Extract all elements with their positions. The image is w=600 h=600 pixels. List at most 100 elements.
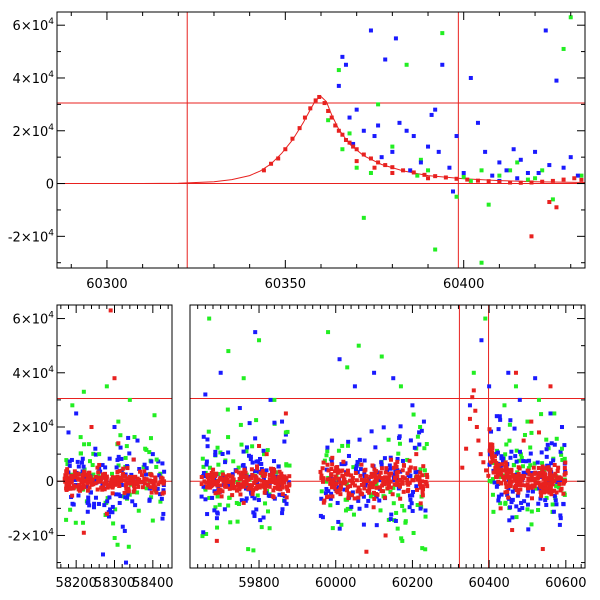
- bottom-season-3-0-point-3: [556, 485, 561, 490]
- bottom-series-0-point-8: [214, 538, 219, 543]
- bottom-season-1-0-point-52: [226, 503, 231, 508]
- bottom-season-0-1-point-102: [79, 460, 84, 465]
- bottom-season-0-1-point-101: [103, 465, 108, 470]
- bottom-season-2-0-point-2: [411, 530, 416, 535]
- bottom-season-2-1-point-1: [407, 493, 412, 498]
- bottom-season-0-2-point-185: [107, 483, 112, 488]
- bottom-season-3-1-point-85: [517, 449, 522, 454]
- bottom-season-0-2-point-102: [122, 478, 127, 483]
- top-series-0-point-22: [376, 160, 381, 165]
- bottom-season-1-1-point-43: [284, 501, 289, 506]
- bottom-season-2-2-point-89: [394, 482, 399, 487]
- top-series-2-point-7: [376, 102, 381, 107]
- bottom-season-3-1-point-80: [519, 500, 524, 505]
- bottom-season-3-0-point-52: [554, 484, 559, 489]
- bottom-series-0-point-23: [476, 438, 481, 443]
- top-series-1-point-46: [515, 176, 520, 181]
- bottom-season-0-2-point-173: [71, 483, 76, 488]
- top-series-0-point-37: [529, 180, 534, 185]
- top-series-0-point-13: [333, 123, 338, 128]
- top-series-2-point-10: [415, 173, 420, 178]
- bottom-season-3-2-point-121: [519, 473, 524, 478]
- top-series-1-point-41: [561, 165, 566, 170]
- bottom-season-2-2-point-2: [424, 481, 429, 486]
- top-ytick-label-3: 4×104: [13, 70, 55, 87]
- top-ytick-label-0: -2×104: [8, 228, 54, 245]
- bottom-season-0-2-point-182: [69, 479, 74, 484]
- bottom-series-1-point-17: [352, 384, 357, 389]
- bottom-season-3-1-point-48: [510, 515, 515, 520]
- bottom-season-2-2-point-36: [329, 472, 334, 477]
- bottom-season-1-1-point-55: [201, 484, 206, 489]
- bottom-season-1-1-point-44: [222, 507, 227, 512]
- bottom-season-3-2-point-74: [546, 467, 551, 472]
- bottom-season-1-1-point-40: [244, 445, 249, 450]
- bottom-season-0-2-point-127: [131, 477, 136, 482]
- bottom-series-0-point-30: [529, 419, 534, 424]
- bottom-season-3-2-point-154: [558, 488, 563, 493]
- bottom-season-2-1-point-89: [374, 523, 379, 528]
- bottom-season-3-1-point-12: [510, 497, 515, 502]
- bottom-season-2-1-point-93: [408, 497, 413, 502]
- bottom-season-3-2-point-193: [542, 482, 547, 487]
- bottom-season-2-2-point-72: [350, 475, 355, 480]
- bottom-season-0-1-point-98: [76, 493, 81, 498]
- bottom-season-1-2-point-129: [262, 490, 267, 495]
- bottom-season-0-2-point-159: [116, 481, 121, 486]
- bottom-season-2-1-point-28: [409, 501, 414, 506]
- bottom-season-3-0-point-60: [487, 478, 492, 483]
- top-series-1-point-37: [536, 170, 541, 175]
- bottom-season-2-1-point-15: [379, 462, 384, 467]
- bottom-season-1-2-point-155: [285, 486, 290, 491]
- bottom-season-1-2-point-217: [238, 473, 243, 478]
- bottom-season-2-1-point-101: [389, 512, 394, 517]
- bottom-season-2-2-point-166: [350, 481, 355, 486]
- top-series-1-point-18: [418, 160, 423, 165]
- bottom-season-0-2-point-172: [88, 474, 93, 479]
- bottom-season-1-1-point-107: [215, 511, 220, 516]
- bottom-season-3-1-point-51: [508, 505, 513, 510]
- bottom-series-1-point-10: [218, 370, 223, 375]
- bottom-season-2-0-point-27: [420, 546, 425, 551]
- bottom-series-1-point-0: [66, 430, 71, 435]
- bottom-season-0-1-point-89: [161, 488, 166, 493]
- top-xtick-label-2: 60400: [443, 277, 484, 292]
- bottom-series-2-point-17: [379, 354, 384, 359]
- bottom-season-1-2-point-137: [250, 483, 255, 488]
- bottom-season-0-2-point-191: [64, 486, 69, 491]
- bottom-season-3-2-point-125: [500, 462, 505, 467]
- top-series-2-point-24: [533, 176, 538, 181]
- bottom-season-3-2-point-161: [504, 483, 509, 488]
- bottom-season-2-1-point-20: [392, 473, 397, 478]
- bottom-series-1-point-13: [268, 397, 273, 402]
- bottom-season-1-2-point-195: [240, 472, 245, 477]
- bottom-season-1-2-point-130: [209, 474, 214, 479]
- bottom-season-1-1-point-64: [201, 471, 206, 476]
- bottom-season-1-2-point-141: [249, 467, 254, 472]
- top-plot-frame: [56, 11, 586, 269]
- top-series-1-point-24: [447, 165, 452, 170]
- bottom-season-0-0-point-21: [141, 465, 146, 470]
- bottom-season-2-2-point-187: [330, 494, 335, 499]
- bottom-season-1-2-point-199: [254, 475, 259, 480]
- bottom-season-3-1-point-84: [489, 429, 494, 434]
- bottom-season-1-0-point-43: [284, 463, 289, 468]
- bottom-series-1-point-25: [494, 414, 499, 419]
- top-series-2-point-21: [508, 168, 513, 173]
- bottom-season-2-2-point-80: [372, 472, 377, 477]
- bottom-season-0-1-point-63: [147, 497, 152, 502]
- bottom-season-2-0-point-61: [351, 512, 356, 517]
- bottom-season-3-1-point-97: [517, 507, 522, 512]
- bottom-series-1-point-16: [337, 357, 342, 362]
- bottom-season-3-0-point-12: [504, 442, 509, 447]
- bottom-season-1-2-point-200: [231, 481, 236, 486]
- bottom-season-0-2-point-123: [139, 473, 144, 478]
- top-series-1-point-12: [390, 149, 395, 154]
- bottom-season-0-2-point-156: [116, 479, 121, 484]
- bottom-season-1-0-point-62: [204, 531, 209, 536]
- bottom-season-0-2-point-193: [148, 485, 153, 490]
- bottom-season-0-2-point-20: [125, 476, 130, 481]
- bottom-season-3-2-point-54: [490, 457, 495, 462]
- bottom-season-1-1-point-109: [199, 494, 204, 499]
